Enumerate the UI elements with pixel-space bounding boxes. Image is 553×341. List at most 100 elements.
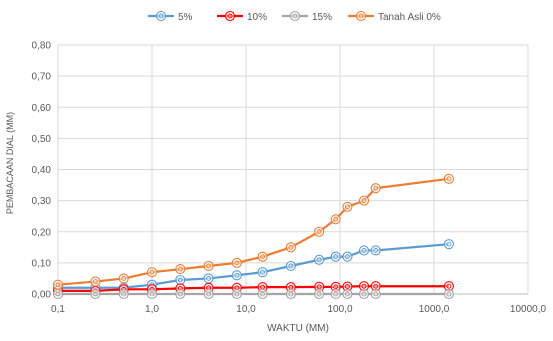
data-point-inner: [316, 257, 322, 263]
series-0: [52, 239, 454, 293]
data-point: [285, 242, 296, 253]
legend-label: 10%: [247, 12, 267, 23]
legend-label: 15%: [312, 12, 332, 23]
legend-label: Tanah Asli 0%: [378, 12, 441, 23]
data-point-inner: [288, 244, 294, 250]
data-point-inner: [55, 291, 61, 297]
legend-marker: [289, 10, 301, 22]
data-point: [52, 288, 64, 300]
data-point-inner: [361, 198, 367, 204]
data-point: [443, 239, 454, 250]
data-point-inner: [316, 291, 322, 297]
data-point: [118, 288, 129, 300]
data-point-inner: [316, 229, 322, 235]
legend-marker: [224, 10, 236, 22]
data-point: [52, 279, 64, 290]
data-point-inner: [260, 269, 266, 275]
legend-marker: [355, 10, 367, 22]
data-point: [203, 260, 214, 272]
legend-item: Tanah Asli 0%: [348, 10, 441, 23]
data-point-inner: [316, 284, 322, 290]
data-point: [175, 288, 186, 300]
data-point-inner: [234, 272, 240, 278]
data-point-inner: [373, 247, 379, 253]
x-tick-label: 1,0: [145, 304, 159, 315]
y-tick-label: 0,20: [32, 227, 52, 238]
x-tick-label: 10,0: [236, 304, 256, 315]
legend-marker-inner: [292, 13, 298, 19]
data-point-inner: [333, 291, 339, 297]
data-point-inner: [373, 291, 379, 297]
data-point: [118, 273, 129, 284]
data-point-inner: [55, 282, 61, 288]
y-tick-label: 0,40: [32, 165, 52, 176]
data-point: [231, 257, 242, 268]
data-point: [342, 251, 353, 262]
data-point: [146, 267, 158, 278]
data-point: [370, 288, 381, 300]
legend-marker-inner: [158, 13, 164, 19]
data-point-inner: [446, 283, 452, 289]
legend: 5% 10% 15% Tanah Asli 0%: [148, 10, 441, 23]
data-point: [330, 288, 341, 300]
data-point-inner: [344, 291, 350, 297]
data-point: [146, 288, 158, 300]
data-point: [443, 173, 454, 184]
data-point: [314, 226, 325, 237]
data-point-inner: [177, 291, 183, 297]
data-point-inner: [149, 291, 155, 297]
data-point-inner: [446, 176, 452, 182]
data-point-inner: [234, 291, 240, 297]
data-point-inner: [234, 260, 240, 266]
data-point: [342, 288, 353, 300]
data-point: [257, 267, 268, 278]
y-tick-label: 0,50: [32, 134, 52, 145]
legend-item: 5%: [148, 10, 193, 23]
data-point: [175, 264, 186, 275]
data-point-inner: [92, 291, 98, 297]
data-point-inner: [206, 263, 212, 269]
data-point-inner: [288, 291, 294, 297]
data-point-inner: [149, 269, 155, 275]
y-axis-title: PEMBACAAN DIAL (MM): [5, 112, 15, 214]
y-tick-label: 0,30: [32, 196, 52, 207]
legend-marker-inner: [358, 13, 364, 19]
data-point-inner: [344, 204, 350, 210]
y-tick-label: 0,00: [32, 290, 52, 301]
legend-label: 5%: [178, 12, 193, 23]
data-point-inner: [344, 254, 350, 260]
y-tick-label: 0,80: [32, 41, 52, 52]
data-point: [314, 254, 325, 265]
x-tick-label: 0,1: [51, 304, 65, 315]
x-tick-label: 1000,0: [419, 304, 450, 315]
series-layer: [52, 173, 454, 300]
axis-layer: 0,00 0,10 0,20 0,30 0,40 0,50 0,60 0,70 0,80 0,1 1…: [32, 41, 547, 316]
data-point-inner: [373, 185, 379, 191]
data-point-inner: [333, 216, 339, 222]
legend-item: 15%: [282, 10, 332, 23]
data-point: [257, 288, 268, 300]
data-point: [358, 288, 370, 300]
data-point: [358, 195, 370, 206]
data-point: [443, 288, 454, 300]
data-point: [175, 274, 186, 286]
x-axis-title: WAKTU (MM): [267, 323, 329, 334]
data-point-inner: [206, 291, 212, 297]
data-point-inner: [260, 291, 266, 297]
data-point-inner: [333, 254, 339, 260]
data-point: [285, 260, 296, 272]
grid-layer: [57, 44, 529, 295]
data-point-inner: [373, 283, 379, 289]
legend-item: 10%: [217, 10, 267, 23]
data-point-inner: [260, 254, 266, 260]
legend-marker-inner: [227, 13, 233, 19]
legend-marker: [155, 10, 167, 22]
series-line: [58, 243, 449, 289]
series-3: [52, 173, 454, 290]
data-point-inner: [333, 284, 339, 290]
data-point: [358, 245, 370, 256]
y-tick-label: 0,60: [32, 103, 52, 114]
data-point-inner: [177, 277, 183, 283]
data-point: [370, 245, 381, 256]
